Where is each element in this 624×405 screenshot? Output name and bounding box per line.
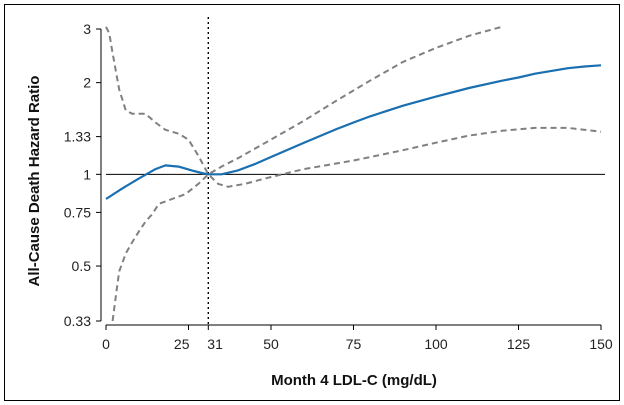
x-tick-label: 125 (507, 336, 531, 352)
ticks-layer: 0.33 0.5 0.75 1 1.33 2 3 0 25 31 50 75 100 125 150 (64, 21, 613, 352)
series-upper-ci (105, 25, 503, 176)
series-lower-ci (111, 126, 602, 322)
x-axis-title: Month 4 LDL-C (mg/dL) (271, 372, 437, 389)
x-tick-label: 100 (424, 336, 448, 352)
y-tick-label: 2 (83, 75, 91, 91)
x-tick-label: 31 (207, 336, 223, 352)
reference-lines-layer (106, 17, 605, 325)
axes-layer (100, 29, 601, 326)
series-layer (105, 25, 602, 322)
chart-frame: 0.33 0.5 0.75 1 1.33 2 3 0 25 31 50 75 100 125 150 Mon… (4, 4, 620, 401)
x-tick-label: 75 (346, 336, 362, 352)
y-tick-label: 0.5 (72, 258, 92, 274)
x-tick-label: 25 (174, 336, 190, 352)
y-tick-label: 0.33 (64, 313, 91, 329)
x-tick-label: 50 (263, 336, 279, 352)
y-axis-title: All-Cause Death Hazard Ratio (26, 76, 43, 287)
y-tick-label: 1 (83, 166, 91, 182)
series-estimate (105, 64, 602, 200)
y-tick-label: 0.75 (64, 204, 91, 220)
x-tick-label: 150 (589, 336, 613, 352)
y-tick-label: 3 (83, 21, 91, 37)
x-tick-label: 0 (102, 336, 110, 352)
hazard-ratio-chart: 0.33 0.5 0.75 1 1.33 2 3 0 25 31 50 75 100 125 150 Mon… (26, 17, 613, 389)
y-tick-label: 1.33 (64, 129, 91, 145)
